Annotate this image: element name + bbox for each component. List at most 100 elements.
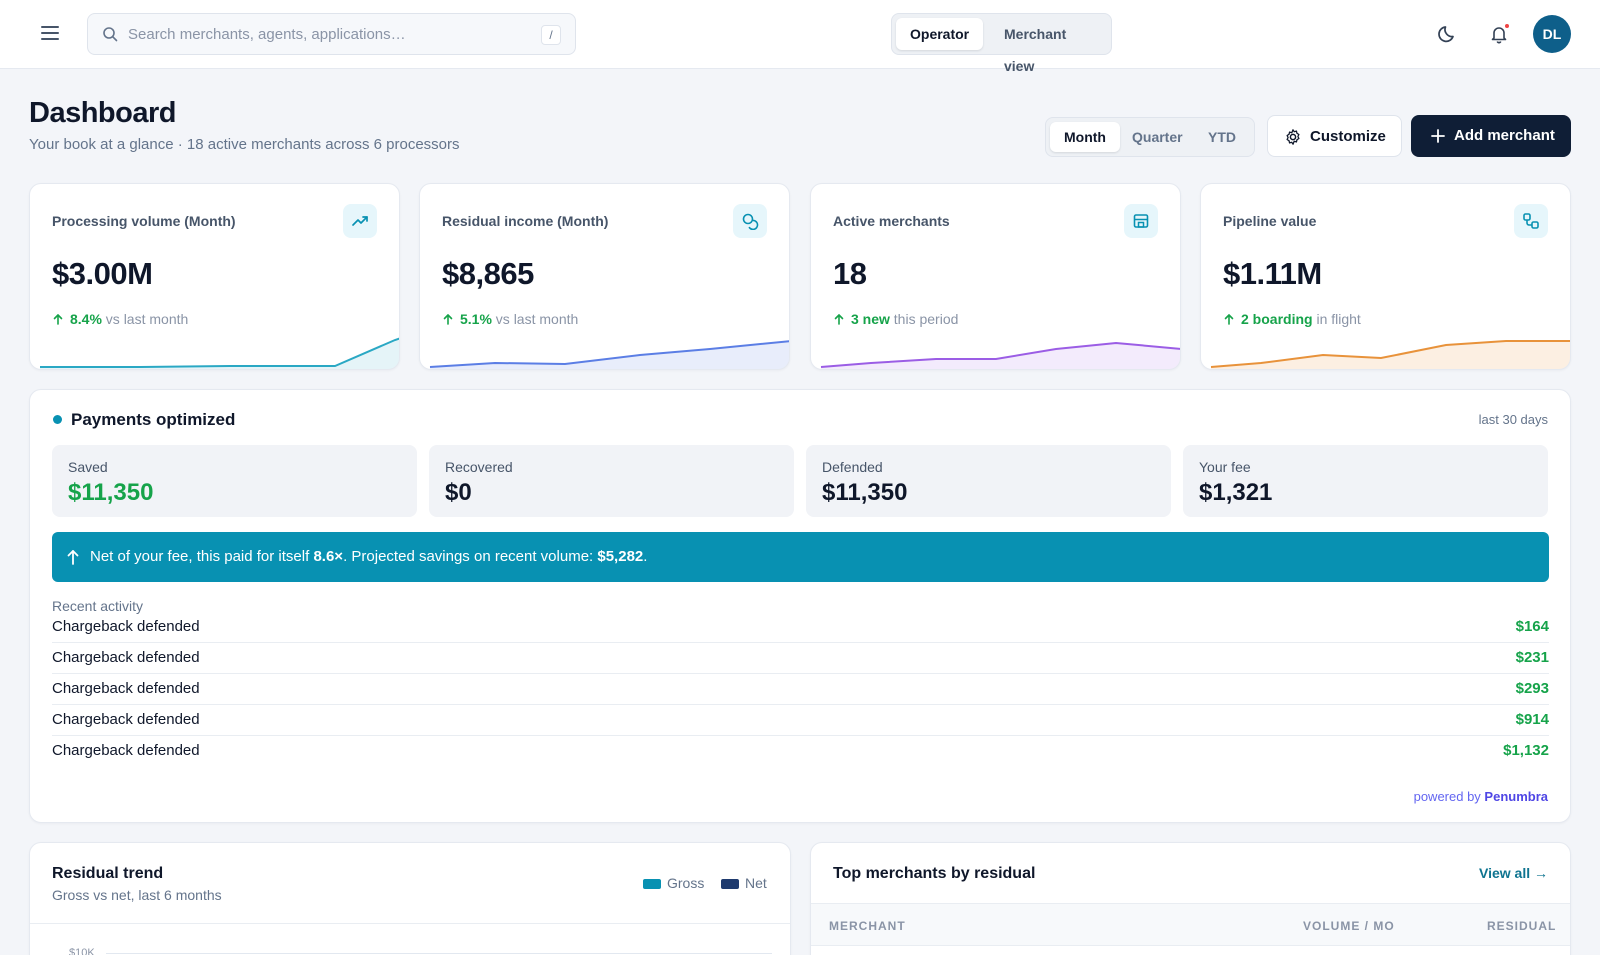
view-all-link[interactable]: View all → [1479, 865, 1548, 881]
metric-label: Defended [822, 459, 883, 475]
legend-gross: Gross [643, 875, 704, 891]
menu-icon[interactable] [36, 22, 64, 46]
activity-label: Chargeback defended [52, 742, 200, 759]
stat-delta: 2 boarding in flight [1223, 311, 1361, 327]
stat-card-active-merchants[interactable]: Active merchants 18 3 new this period [810, 183, 1181, 370]
column-volume[interactable]: VOLUME / MO [1303, 919, 1395, 933]
customize-label: Customize [1310, 128, 1386, 145]
period-quarter[interactable]: Quarter [1132, 129, 1183, 145]
trend-title: Residual trend [52, 865, 164, 882]
table-header: MERCHANT VOLUME / MO RESIDUAL [811, 904, 1570, 946]
trending-up-icon [343, 204, 377, 238]
dark-mode-icon[interactable] [1434, 20, 1462, 48]
metric-your-fee: Your fee $1,321 [1183, 445, 1548, 517]
metric-value: $11,350 [68, 479, 154, 506]
payments-title: Payments optimized [71, 410, 236, 429]
view-toggle: Operator Merchant view [891, 13, 1112, 74]
sparkline-pipeline-value [1210, 340, 1570, 369]
trend-subtitle: Gross vs net, last 6 months [52, 887, 222, 903]
period-month[interactable]: Month [1050, 122, 1120, 152]
search-box[interactable]: / [87, 13, 576, 55]
metric-saved: Saved $11,350 [52, 445, 417, 517]
column-merchant[interactable]: MERCHANT [829, 919, 906, 933]
stat-value: $1.11M [1223, 256, 1322, 291]
roi-banner: Net of your fee, this paid for itself 8.… [52, 532, 1549, 582]
plus-icon [1431, 129, 1445, 143]
arrow-up-icon [834, 314, 844, 325]
store-icon [1124, 204, 1158, 238]
stat-value: $8,865 [442, 256, 534, 291]
stat-label: Pipeline value [1223, 213, 1317, 229]
merchant-view-option[interactable]: Merchant view [1004, 26, 1067, 74]
list-item[interactable]: Chargeback defended $914 [52, 705, 1549, 736]
sparkline-processing-volume [40, 337, 399, 369]
search-input[interactable] [128, 14, 528, 54]
list-item[interactable]: Chargeback defended $231 [52, 643, 1549, 674]
arrow-up-icon [53, 314, 63, 325]
divider [811, 903, 1570, 904]
list-item[interactable]: Chargeback defended $293 [52, 674, 1549, 705]
page-subtitle: Your book at a glance · 18 active mercha… [29, 136, 460, 153]
metric-defended: Defended $11,350 [806, 445, 1171, 517]
notifications-icon[interactable] [1485, 20, 1513, 48]
activity-label: Chargeback defended [52, 649, 200, 666]
powered-by: powered by Penumbra [1413, 789, 1548, 804]
list-item[interactable]: Chargeback defended $164 [52, 612, 1549, 643]
activity-amount: $293 [1515, 680, 1549, 697]
stat-card-processing-volume[interactable]: Processing volume (Month) $3.00M 8.4% vs… [29, 183, 400, 370]
workflow-icon [1514, 204, 1548, 238]
add-merchant-button[interactable]: Add merchant [1411, 115, 1571, 157]
activity-label: Chargeback defended [52, 680, 200, 697]
metric-label: Saved [68, 459, 108, 475]
metric-recovered: Recovered $0 [429, 445, 794, 517]
status-dot [53, 415, 62, 424]
operator-view-option[interactable]: Operator [896, 18, 984, 50]
add-merchant-label: Add merchant [1454, 127, 1555, 144]
stat-card-pipeline-value[interactable]: Pipeline value $1.11M 2 boarding in flig… [1200, 183, 1571, 370]
page-title: Dashboard [29, 97, 176, 129]
metric-value: $1,321 [1199, 479, 1273, 506]
customize-button[interactable]: Customize [1267, 115, 1402, 157]
payments-range: last 30 days [1478, 412, 1548, 427]
arrow-up-icon [443, 314, 453, 325]
list-item[interactable]: Chargeback defended $1,132 [52, 736, 1549, 767]
penumbra-link[interactable]: Penumbra [1484, 789, 1548, 804]
residual-trend-card: Residual trend Gross vs net, last 6 mont… [29, 842, 791, 955]
arrow-up-icon [67, 550, 79, 565]
stat-label: Processing volume (Month) [52, 213, 236, 229]
column-residual[interactable]: RESIDUAL [1487, 919, 1557, 933]
sparkline-residual-income [429, 340, 789, 369]
activity-label: Chargeback defended [52, 618, 200, 635]
payments-optimized-panel: Payments optimized last 30 days Saved $1… [29, 389, 1571, 823]
top-merchants-title: Top merchants by residual [833, 865, 1036, 882]
notification-dot [1504, 23, 1510, 29]
coins-icon [733, 204, 767, 238]
avatar[interactable]: DL [1533, 15, 1571, 53]
stat-delta: 8.4% vs last month [52, 311, 188, 327]
activity-amount: $914 [1515, 711, 1549, 728]
search-icon [103, 27, 118, 42]
legend-net: Net [721, 875, 767, 891]
period-ytd[interactable]: YTD [1208, 129, 1236, 145]
stat-label: Active merchants [833, 213, 950, 229]
arrow-up-icon [1224, 314, 1234, 325]
y-tick-label: $10K [69, 947, 95, 955]
period-selector: Month Quarter YTD [1045, 117, 1255, 157]
recent-activity-label: Recent activity [52, 598, 144, 614]
activity-amount: $164 [1515, 618, 1549, 635]
activity-amount: $231 [1515, 649, 1549, 666]
stat-label: Residual income (Month) [442, 213, 609, 229]
search-shortcut-key: / [541, 25, 561, 45]
stat-delta: 3 new this period [833, 311, 958, 327]
stat-card-residual-income[interactable]: Residual income (Month) $8,865 5.1% vs l… [419, 183, 790, 370]
stat-delta: 5.1% vs last month [442, 311, 578, 327]
metric-value: $11,350 [822, 479, 908, 506]
stat-value: 18 [833, 256, 867, 291]
metric-value: $0 [445, 479, 472, 506]
stat-value: $3.00M [52, 256, 153, 291]
top-merchants-card: Top merchants by residual View all → MER… [810, 842, 1571, 955]
metric-label: Your fee [1199, 459, 1251, 475]
roi-banner-text: Net of your fee, this paid for itself 8.… [90, 548, 648, 565]
divider [30, 923, 790, 924]
top-bar: / Operator Merchant view DL [0, 0, 1600, 74]
